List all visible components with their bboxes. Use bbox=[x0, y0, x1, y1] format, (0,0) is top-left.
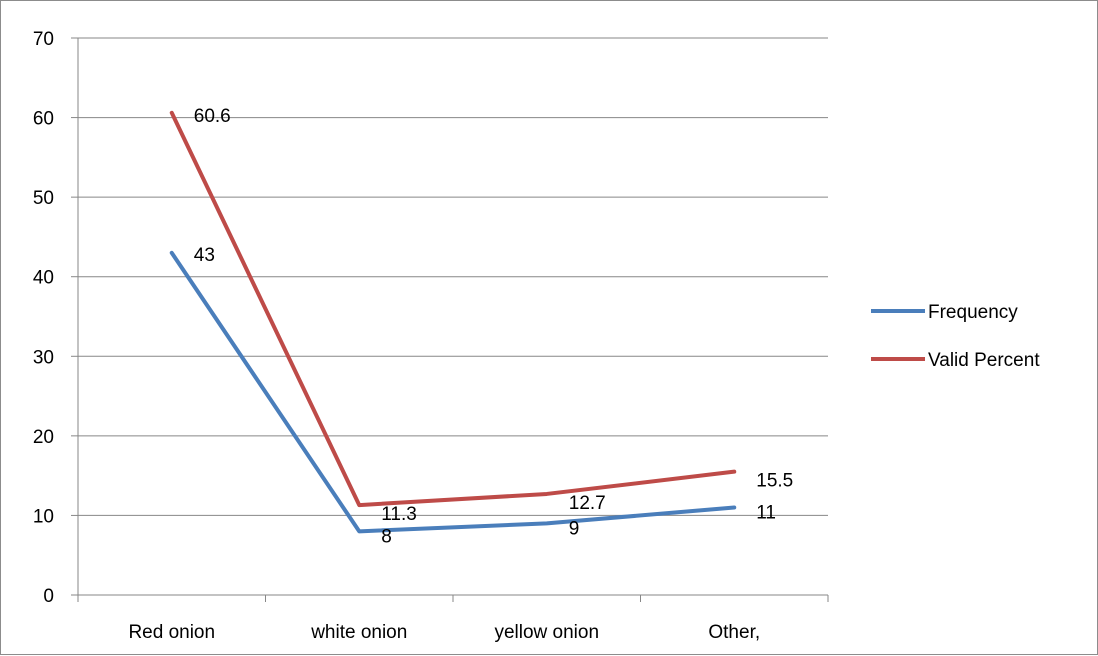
data-label-1-0: 60.6 bbox=[194, 106, 231, 127]
data-label-1-1: 11.3 bbox=[381, 504, 417, 525]
x-tick-label-1: white onion bbox=[310, 622, 407, 643]
data-label-0-1: 8 bbox=[381, 526, 392, 547]
axes: 0 10 20 30 40 50 60 70 Red onion white onion yello… bbox=[33, 29, 828, 643]
y-tick-label-50: 50 bbox=[33, 188, 54, 209]
series-lines bbox=[172, 113, 735, 532]
y-tick-label-20: 20 bbox=[33, 427, 54, 448]
y-tick-label-10: 10 bbox=[33, 506, 54, 527]
data-label-1-3: 15.5 bbox=[756, 471, 793, 492]
y-tick-label-30: 30 bbox=[33, 347, 54, 368]
data-label-1-2: 12.7 bbox=[569, 493, 606, 514]
y-tick-label-40: 40 bbox=[33, 268, 54, 289]
y-tick-label-0: 0 bbox=[43, 586, 54, 607]
data-label-0-0: 43 bbox=[194, 245, 215, 266]
gridlines bbox=[78, 38, 828, 515]
x-tick-label-0: Red onion bbox=[128, 622, 215, 643]
data-label-0-3: 11 bbox=[756, 502, 776, 523]
y-tick-label-60: 60 bbox=[33, 109, 54, 130]
legend-label-1: Valid Percent bbox=[928, 350, 1040, 371]
data-labels: 43 8 9 11 60.6 11.3 12.7 15.5 bbox=[194, 106, 793, 548]
y-tick-label-70: 70 bbox=[33, 29, 54, 50]
legend-label-0: Frequency bbox=[928, 302, 1018, 323]
data-label-0-2: 9 bbox=[569, 518, 580, 539]
legend: Frequency Valid Percent bbox=[871, 302, 1040, 371]
x-tick-label-2: yellow onion bbox=[494, 622, 599, 643]
series-line-0 bbox=[172, 253, 735, 532]
series-line-1 bbox=[172, 113, 735, 505]
x-tick-label-3: Other, bbox=[708, 622, 760, 643]
